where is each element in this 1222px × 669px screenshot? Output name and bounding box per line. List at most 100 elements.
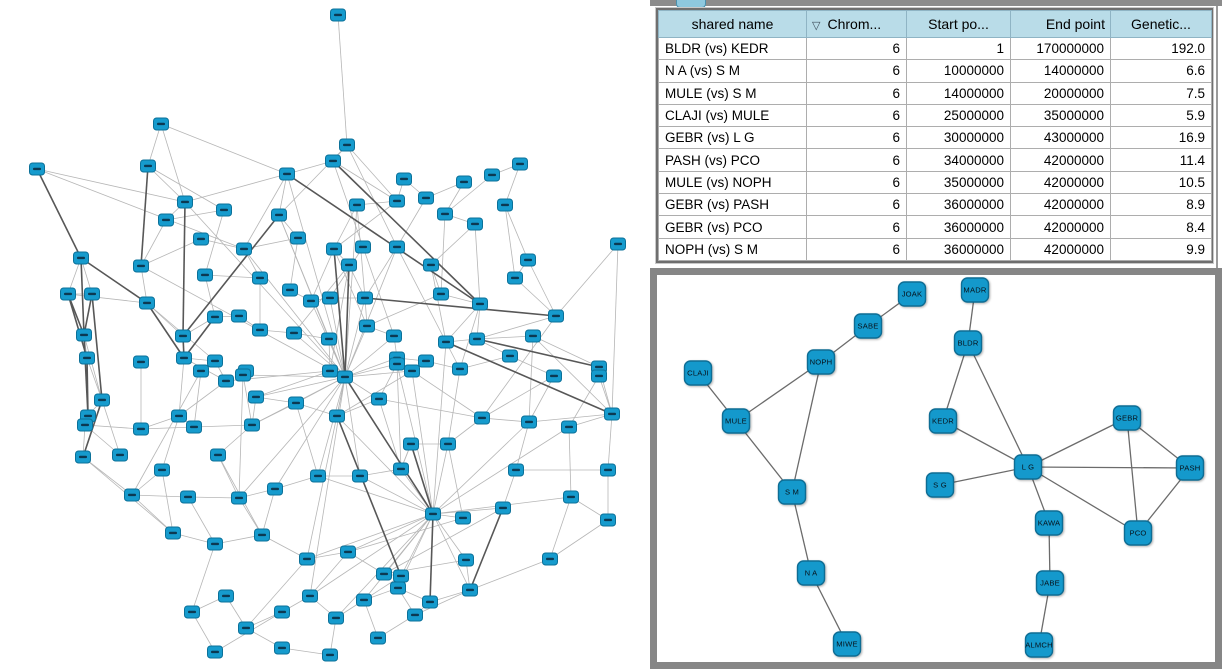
node[interactable] [604,407,620,421]
node[interactable] [139,296,155,310]
cell-start-point[interactable]: 10000000 [906,59,1011,83]
edge[interactable] [310,248,335,302]
cell-chromosome[interactable]: 6 [806,59,907,83]
cell-start-point[interactable]: 36000000 [906,237,1011,262]
node[interactable] [171,409,187,423]
node[interactable] [218,374,234,388]
node[interactable] [133,259,149,273]
node[interactable] [418,191,434,205]
node[interactable] [73,251,89,265]
node[interactable] [133,355,149,369]
node[interactable] [77,418,93,432]
edge[interactable] [238,374,244,499]
edge[interactable] [83,334,103,401]
edge[interactable] [336,415,402,577]
main-network-svg[interactable] [0,0,650,669]
node[interactable] [133,422,149,436]
edge[interactable] [147,165,225,211]
edge[interactable] [187,496,216,545]
node[interactable] [507,271,523,285]
edge[interactable] [131,494,189,498]
cell-chromosome[interactable]: 6 [806,237,907,262]
node[interactable] [271,208,287,222]
node-JOAK[interactable]: JOAK [897,281,927,307]
edge[interactable] [396,197,427,248]
node-MIWE[interactable]: MIWE [832,631,862,657]
node[interactable] [521,415,537,429]
edge[interactable] [140,165,149,267]
edge[interactable] [309,551,349,597]
edge[interactable] [91,293,103,401]
network-canvas-main[interactable] [0,0,650,669]
edge[interactable] [193,424,253,428]
edge[interactable] [332,160,481,305]
node[interactable] [184,605,200,619]
edge[interactable] [400,513,434,577]
node[interactable] [339,138,355,152]
node[interactable] [193,232,209,246]
node[interactable] [236,242,252,256]
edge[interactable] [481,375,555,419]
cell-genetic[interactable]: 8.9 [1110,193,1212,217]
edge-LG-GEBR[interactable] [1027,417,1128,468]
column-header-chromosome[interactable]: ▽ Chrom... [806,10,907,38]
node-PASH[interactable]: PASH [1175,455,1205,481]
edge[interactable] [344,376,361,477]
edge[interactable] [178,357,185,417]
node[interactable] [355,240,371,254]
node-JABE[interactable]: JABE [1035,570,1065,596]
edge[interactable] [183,316,216,359]
edge[interactable] [383,507,504,575]
column-header-start-point[interactable]: Start po... [906,10,1011,38]
cell-end-point[interactable]: 42000000 [1010,193,1111,217]
edge[interactable] [432,421,530,515]
edge[interactable] [160,123,288,175]
edge[interactable] [528,375,555,423]
edge[interactable] [161,415,180,471]
edge[interactable] [444,174,493,215]
cell-end-point[interactable]: 20000000 [1010,81,1111,105]
node[interactable] [561,420,577,434]
edge[interactable] [36,168,82,259]
edge[interactable] [447,443,464,519]
edge[interactable] [429,513,434,603]
edge[interactable] [504,204,529,261]
edge[interactable] [317,475,434,515]
node[interactable] [330,8,346,22]
cell-chromosome[interactable]: 6 [806,193,907,217]
node[interactable] [356,593,372,607]
node[interactable] [244,418,260,432]
cell-genetic[interactable]: 5.9 [1110,103,1212,128]
node[interactable] [322,364,338,378]
edge[interactable] [147,123,162,167]
node[interactable] [193,364,209,378]
node[interactable] [502,349,518,363]
node[interactable] [352,469,368,483]
cell-end-point[interactable]: 170000000 [1010,36,1111,61]
table-row[interactable]: NOPH (vs) S M 6 36000000 42000000 9.9 [658,237,1212,262]
table-row[interactable]: MULE (vs) S M 6 14000000 20000000 7.5 [658,81,1212,105]
edge[interactable] [411,370,483,419]
edge[interactable] [245,558,308,629]
node[interactable] [389,194,405,208]
node[interactable] [176,351,192,365]
cell-start-point[interactable]: 30000000 [906,126,1011,150]
node[interactable] [322,648,338,662]
edge[interactable] [344,357,398,378]
edge[interactable] [344,376,434,515]
cell-chromosome[interactable]: 6 [806,215,907,239]
edge[interactable] [278,173,288,216]
edge[interactable] [364,246,398,299]
node[interactable] [252,271,268,285]
edge[interactable] [469,558,551,591]
edge[interactable] [182,214,280,337]
node[interactable] [600,513,616,527]
edge[interactable] [333,204,358,250]
node[interactable] [79,351,95,365]
edge[interactable] [255,370,331,398]
table-row[interactable]: GEBR (vs) PASH 6 36000000 42000000 8.9 [658,193,1212,217]
edge[interactable] [131,494,174,534]
edge[interactable] [549,496,572,560]
cell-end-point[interactable]: 42000000 [1010,237,1111,262]
edge[interactable] [344,335,395,378]
